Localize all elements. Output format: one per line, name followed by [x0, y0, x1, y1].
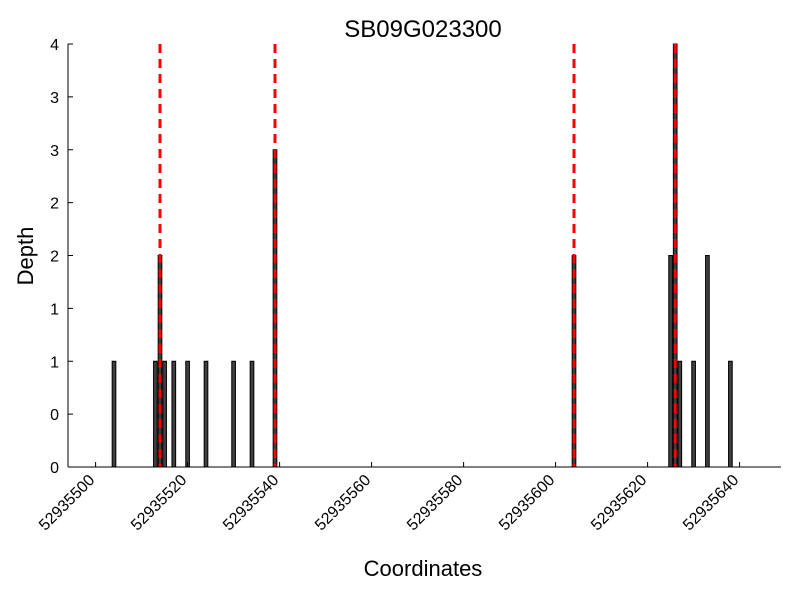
x-tick-label-3: 52935560 [312, 472, 374, 534]
depth-bar-6 [203, 360, 209, 468]
depth-bar-0 [111, 360, 117, 468]
depth-bar-8 [249, 360, 255, 468]
depth-bar-1 [153, 360, 158, 468]
y-tick-label-3: 1 [50, 301, 59, 318]
y-tick-label-6: 3 [50, 143, 59, 160]
x-axis-label: Coordinates [364, 556, 483, 581]
depth-bar-15 [705, 255, 710, 468]
chart-title: SB09G023300 [344, 16, 501, 43]
plot-area: 0 0 1 1 2 2 3 3 4 52935500 52935520 52935540 5293556… [36, 37, 781, 534]
depth-bar-3 [162, 360, 167, 468]
depth-bar-4 [171, 360, 177, 468]
y-tick-label-4: 2 [50, 249, 59, 266]
y-tick-label-7: 3 [50, 90, 59, 107]
y-tick-label-5: 2 [50, 196, 59, 213]
depth-bar-14 [691, 360, 696, 468]
x-tick-label-4: 52935580 [404, 472, 466, 534]
y-tick-label-0: 0 [50, 460, 59, 477]
x-tick-label-1: 52935520 [128, 472, 190, 534]
y-tick-label-1: 0 [50, 407, 59, 424]
depth-bar-5 [185, 360, 190, 468]
x-tick-label-7: 52935640 [680, 472, 742, 534]
x-tick-label-2: 52935540 [220, 472, 282, 534]
depth-bar-13 [677, 360, 683, 468]
x-tick-label-5: 52935600 [496, 472, 558, 534]
depth-bar-16 [728, 360, 733, 468]
x-tick-label-6: 52935620 [588, 472, 650, 534]
depth-bar-11 [668, 255, 673, 468]
y-axis-label: Depth [13, 227, 38, 286]
y-tick-label-8: 4 [50, 37, 59, 54]
y-tick-label-2: 1 [50, 354, 59, 371]
x-tick-label-0: 52935500 [36, 472, 98, 534]
depth-bar-7 [231, 360, 236, 468]
